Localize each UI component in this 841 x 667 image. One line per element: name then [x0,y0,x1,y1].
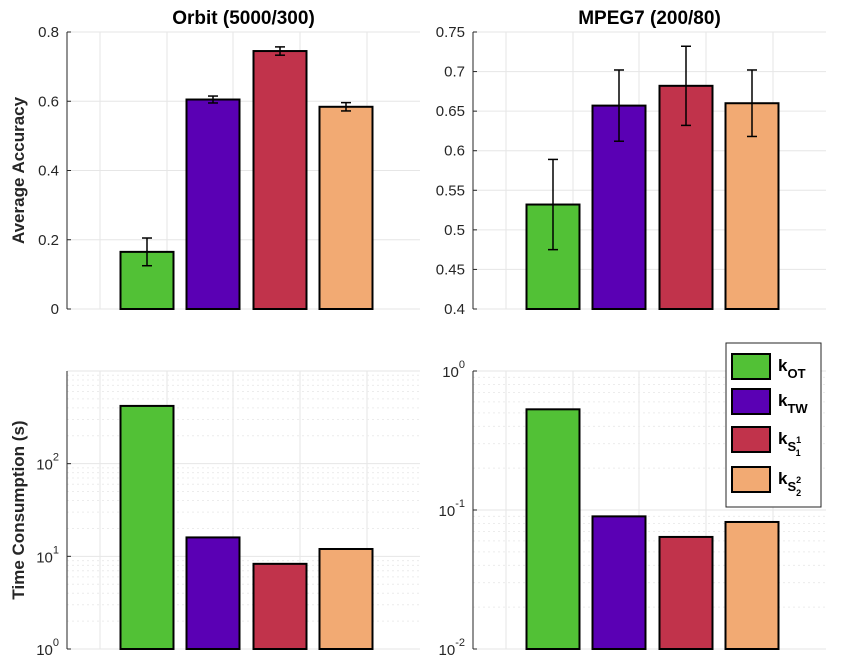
y-tick-label: 0.2 [38,232,59,249]
y-tick-label: 0.6 [38,93,59,110]
legend-label-sup: 1 [796,435,801,445]
y-tick-label: 0.4 [38,163,59,180]
legend-label-base: k [778,469,788,488]
y-tick-base: 10 [36,642,53,659]
legend-label-subsub: 2 [796,488,801,498]
y-tick-label: 0 [51,301,59,318]
y-tick-exponent: 0 [53,637,59,649]
bar [724,102,780,310]
bar [658,535,714,650]
y-tick-label: 0.55 [436,182,465,199]
bar [185,536,241,650]
y-tick-label: 10-1 [439,498,465,520]
legend-label: kOT [778,356,806,381]
y-tick-label: 0.65 [436,103,465,120]
bar [252,562,308,650]
bar [318,547,374,650]
bar [252,50,308,310]
y-tick-label: 0.4 [444,301,465,318]
legend-label-sub: TW [787,401,808,416]
legend-label-base: k [778,391,788,410]
legend-swatch [731,466,771,493]
y-tick-label: 10-2 [439,637,465,659]
legend-label-sub: S [787,439,796,454]
legend-label-sup: 2 [796,475,801,485]
y-tick-label: 0.6 [444,143,465,160]
y-tick-base: 10 [36,549,53,566]
y-tick-label: 100 [36,637,59,659]
y-tick-exponent: 0 [459,359,465,371]
legend-swatch [731,353,771,380]
bar [724,520,780,650]
y-tick-exponent: -1 [455,498,465,510]
bar [525,408,581,650]
legend-swatch [731,426,771,453]
legend-label-base: k [778,356,788,375]
legend-label: kS1 1 [778,429,801,458]
y-tick-label: 0.5 [444,222,465,239]
y-axis-label: Average Accuracy [9,96,28,244]
legend-label: kTW [778,391,808,416]
y-tick-base: 10 [439,642,456,659]
y-tick-exponent: -2 [455,637,465,649]
y-tick-label: 0.45 [436,261,465,278]
panel-mpeg7-accuracy: 0.4 0.45 0.5 0.55 0.6 0.65 0.7 0.75 MPEG7 (200/8… [436,8,826,318]
legend-label-base: k [778,429,788,448]
legend-label-sub: S [787,479,796,494]
legend-label-sub: OT [787,366,805,381]
y-tick-exponent: 2 [53,452,59,464]
y-tick-label: 0.7 [444,64,465,81]
y-tick-exponent: 1 [53,544,59,556]
y-tick-label: 101 [36,544,59,566]
y-tick-label: 0.75 [436,24,465,41]
bar [591,515,647,650]
legend-swatch [731,388,771,415]
y-tick-base: 10 [442,364,459,381]
y-tick-label: 100 [442,359,465,381]
bar [119,250,175,310]
legend-label: kS2 2 [778,469,801,498]
legend-label-subsub: 1 [796,448,801,458]
bar [119,404,175,650]
chart-title: MPEG7 (200/80) [578,8,721,29]
panel-orbit-accuracy: 0 0.2 0.4 0.6 0.8 Orbit (5000/300) Average Acc… [9,8,420,318]
bar [185,98,241,310]
y-tick-label: 0.8 [38,24,59,41]
bar [318,105,374,311]
y-tick-base: 10 [439,503,456,520]
chart-title: Orbit (5000/300) [172,8,315,29]
y-tick-label: 102 [36,452,59,474]
y-axis-label: Time Consumption (s) [9,420,28,599]
y-tick-base: 10 [36,457,53,474]
